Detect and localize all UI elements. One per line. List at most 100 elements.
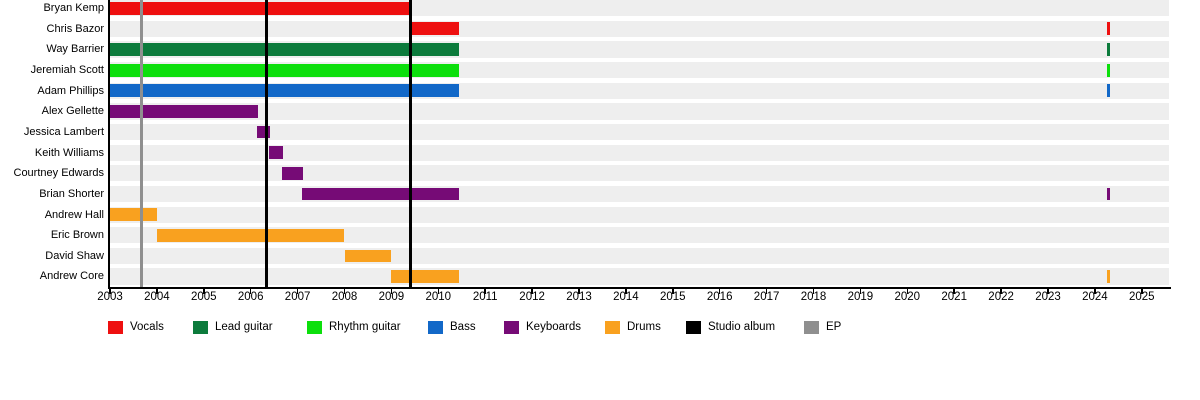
member-label: Chris Bazor xyxy=(46,22,104,35)
y-axis-line xyxy=(108,0,110,288)
timeline-bar xyxy=(1106,187,1110,201)
studio-album-line xyxy=(408,0,412,288)
timeline-bar xyxy=(110,105,258,118)
legend-swatch xyxy=(428,321,443,334)
x-axis-tick xyxy=(1094,289,1096,294)
x-axis-year-label: 2003 xyxy=(97,291,123,303)
x-axis-year-label: 2023 xyxy=(1035,291,1061,303)
ep-release-line xyxy=(140,0,144,288)
x-axis-year-label: 2010 xyxy=(425,291,452,303)
legend-label: Lead guitar xyxy=(215,321,273,333)
x-axis-tick xyxy=(296,289,299,294)
x-axis-year-label: 2009 xyxy=(378,291,405,303)
member-label: Jeremiah Scott xyxy=(30,63,104,76)
member-label: Eric Brown xyxy=(50,229,104,242)
timeline-bar xyxy=(281,167,304,180)
x-axis-year-label: 2022 xyxy=(988,291,1014,303)
x-axis-tick xyxy=(765,289,768,294)
legend-label: EP xyxy=(826,321,842,333)
timeline-bar xyxy=(302,187,460,201)
row-band xyxy=(110,103,1169,120)
x-axis-year-label: 2004 xyxy=(144,291,170,303)
x-axis-tick xyxy=(484,289,486,294)
timeline-bar xyxy=(110,208,157,222)
x-axis-tick xyxy=(109,289,111,294)
x-axis-year-label: 2025 xyxy=(1129,291,1155,303)
legend-swatch xyxy=(307,321,322,334)
row-band xyxy=(110,227,1169,244)
member-label: David Shaw xyxy=(45,249,104,262)
x-axis-year-label: 2015 xyxy=(660,291,686,303)
x-axis-year-label: 2021 xyxy=(941,291,967,303)
x-axis-tick xyxy=(1047,289,1049,294)
row-band xyxy=(110,185,1169,203)
x-axis-tick xyxy=(1141,289,1143,294)
legend-label: Rhythm guitar xyxy=(329,321,401,333)
timeline-bar xyxy=(1106,22,1110,36)
legend-label: Drums xyxy=(627,321,661,333)
x-axis-year-label: 2013 xyxy=(566,291,592,303)
legend-label: Vocals xyxy=(130,321,164,333)
x-axis-year-label: 2012 xyxy=(519,291,545,303)
x-axis-year-label: 2014 xyxy=(613,291,639,303)
legend-label: Studio album xyxy=(708,321,776,333)
x-axis-tick xyxy=(437,289,440,294)
x-axis-year-label: 2007 xyxy=(284,291,311,303)
x-axis-year-label: 2011 xyxy=(472,291,498,303)
legend-swatch xyxy=(605,321,620,334)
timeline-bar xyxy=(110,43,460,56)
row-band xyxy=(110,20,1169,37)
timeline-bar xyxy=(391,270,460,284)
x-axis-tick xyxy=(249,289,252,294)
member-label: Bryan Kemp xyxy=(43,2,104,14)
x-axis-year-label: 2005 xyxy=(191,291,217,303)
legend-swatch xyxy=(193,321,208,334)
timeline-bar xyxy=(110,84,460,98)
legend-swatch xyxy=(804,321,819,334)
x-axis-tick xyxy=(156,289,158,294)
member-label: Way Barrier xyxy=(46,43,104,56)
legend-swatch xyxy=(686,321,701,334)
x-axis-year-label: 2016 xyxy=(706,291,733,303)
x-axis-tick xyxy=(343,289,346,294)
x-axis-year-label: 2024 xyxy=(1082,291,1108,303)
timeline-bar xyxy=(1106,43,1110,56)
x-axis-tick xyxy=(625,289,627,294)
member-label: Andrew Hall xyxy=(44,208,104,221)
row-band xyxy=(110,268,1169,285)
legend-swatch xyxy=(504,321,519,334)
x-axis-tick xyxy=(203,289,205,294)
x-axis-line xyxy=(108,287,1171,289)
member-label: Brian Shorter xyxy=(39,187,104,200)
member-label: Alex Gellette xyxy=(41,105,104,118)
timeline-bar xyxy=(410,22,460,36)
x-axis-tick xyxy=(859,289,862,294)
x-axis-year-label: 2017 xyxy=(753,291,780,303)
row-band xyxy=(110,165,1169,182)
timeline-bar xyxy=(1106,63,1110,77)
x-axis-year-label: 2020 xyxy=(894,291,921,303)
x-axis-year-label: 2018 xyxy=(800,291,827,303)
timeline-bar xyxy=(1106,84,1110,98)
x-axis-tick xyxy=(812,289,815,294)
legend-swatch xyxy=(108,321,123,334)
x-axis-year-label: 2006 xyxy=(237,291,264,303)
timeline-bar xyxy=(156,228,345,242)
x-axis-tick xyxy=(718,289,721,294)
timeline-bar xyxy=(110,1,411,15)
timeline-bar xyxy=(268,146,284,160)
member-label: Andrew Core xyxy=(39,270,104,283)
timeline-bar xyxy=(110,63,460,77)
member-label: Keith Williams xyxy=(34,146,104,159)
row-band xyxy=(110,206,1169,223)
x-axis-year-label: 2008 xyxy=(331,291,358,303)
member-label: Jessica Lambert xyxy=(23,125,104,138)
member-label: Courtney Edwards xyxy=(13,167,105,180)
x-axis-tick xyxy=(578,289,580,294)
row-band xyxy=(110,247,1169,265)
timeline-bar xyxy=(1106,270,1110,284)
x-axis-tick xyxy=(531,289,533,294)
legend-label: Bass xyxy=(450,321,476,333)
legend-label: Keyboards xyxy=(526,321,581,333)
